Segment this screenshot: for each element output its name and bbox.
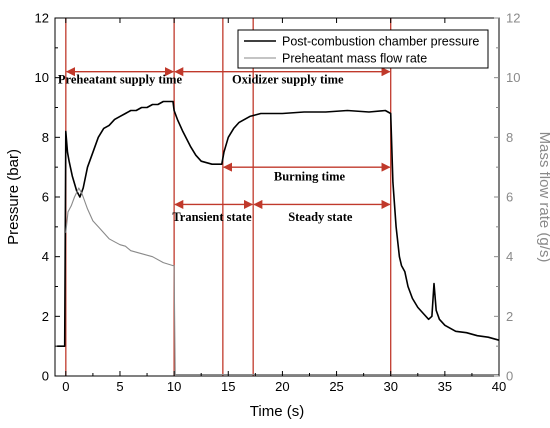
- phase-label: Burning time: [274, 170, 346, 184]
- x-tick-label: 10: [167, 379, 181, 394]
- y-tick-label: 8: [42, 130, 49, 145]
- y-axis-title: Pressure (bar): [5, 149, 22, 245]
- y2-tick-label: 4: [506, 249, 513, 264]
- x-tick-label: 30: [383, 379, 397, 394]
- x-tick-label: 15: [221, 379, 235, 394]
- legend: Post-combustion chamber pressure Preheata…: [237, 29, 489, 69]
- x-tick-label: 25: [329, 379, 343, 394]
- y2-tick-label: 8: [506, 130, 513, 145]
- x-tick-label: 5: [116, 379, 123, 394]
- legend-box: [237, 29, 489, 69]
- x-tick-label: 35: [438, 379, 452, 394]
- y2-tick-label: 0: [506, 369, 513, 384]
- y-tick-label: 10: [35, 70, 49, 85]
- x-tick-label: 40: [492, 379, 506, 394]
- y2-tick-label: 2: [506, 309, 513, 324]
- pressure-series-line: [57, 100, 500, 348]
- y2-tick-label: 6: [506, 190, 513, 205]
- y-tick-label: 2: [42, 309, 49, 324]
- phase-label: Preheatant supply time: [58, 73, 183, 87]
- massflow-series-line: [65, 187, 499, 376]
- phase-label: Transient state: [172, 210, 252, 224]
- y2-axis-title: Mass flow rate (g/s): [536, 132, 550, 263]
- phase-label: Oxidizer supply time: [232, 73, 344, 87]
- x-axis-title: Time (s): [250, 403, 304, 420]
- y-tick-label: 6: [42, 190, 49, 205]
- y-tick-label: 12: [35, 11, 49, 26]
- y2-tick-label: 10: [506, 70, 520, 85]
- phase-label: Steady state: [288, 210, 353, 224]
- x-tick-label: 0: [62, 379, 69, 394]
- x-tick-label: 20: [275, 379, 289, 394]
- series-layer: [57, 100, 500, 376]
- y2-tick-label: 12: [506, 11, 520, 26]
- annotation-layer: Preheatant supply time Oxidizer supply ti…: [58, 18, 392, 376]
- y-tick-label: 0: [42, 369, 49, 384]
- legend-label: Preheatant mass flow rate: [282, 52, 427, 66]
- legend-label: Post-combustion chamber pressure: [282, 35, 479, 49]
- y-tick-label: 4: [42, 249, 49, 264]
